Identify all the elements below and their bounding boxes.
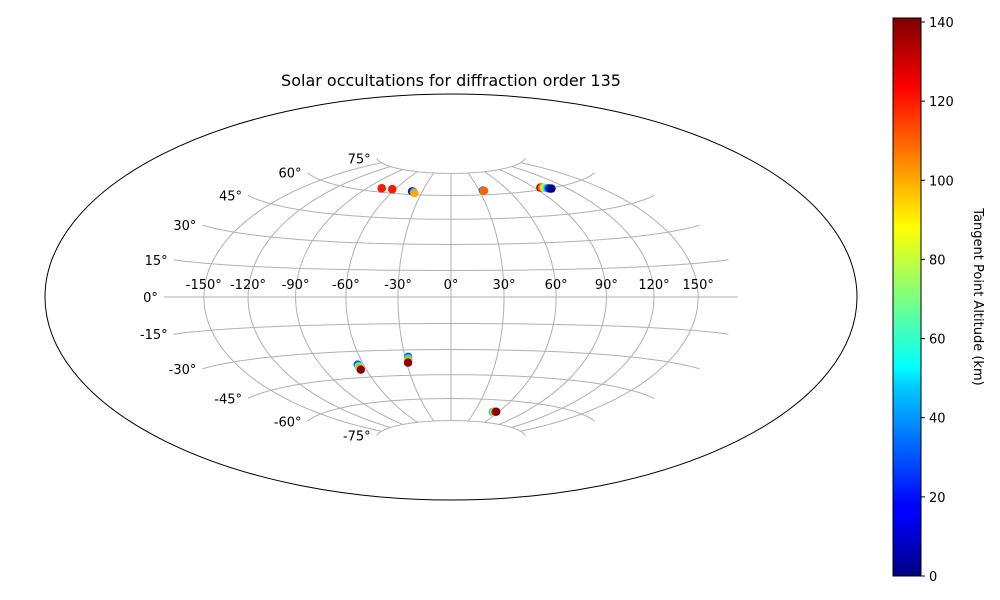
latitude-tick-label: 75° (348, 152, 371, 167)
latitude-tick-label: 45° (219, 190, 242, 205)
occultation-point (492, 407, 501, 416)
occultation-point (377, 184, 386, 193)
parallel-gridline (202, 224, 700, 245)
colorbar-tick-label: 0 (929, 570, 937, 585)
latitude-tick-label: 0° (143, 291, 158, 306)
colorbar-ticks: 0 20 40 60 80 100 120 140 (921, 16, 954, 585)
longitude-tick-label: 120° (638, 278, 669, 293)
occultation-points (353, 183, 556, 417)
parallel-gridline (307, 172, 595, 196)
longitude-tick-label: 150° (683, 278, 714, 293)
latitude-tick-label: -60° (274, 415, 302, 430)
colorbar-tick-label: 120 (929, 95, 954, 110)
parallel-gridline (376, 158, 526, 174)
colorbar: 0 20 40 60 80 100 120 140 Tangent Point Altitud… (892, 16, 985, 585)
chart-title: Solar occultations for diffraction order… (281, 71, 621, 90)
colorbar-label: Tangent Point Altitude (km) (970, 207, 985, 385)
latitude-tick-label: 15° (145, 254, 168, 269)
occultation-point (403, 358, 413, 367)
latitude-tick-label: -30° (169, 363, 197, 378)
latitude-tick-label: -15° (140, 328, 168, 343)
longitude-tick-label: -90° (282, 278, 310, 293)
latitude-tick-label: 60° (278, 167, 301, 182)
longitude-tick-label: 60° (545, 278, 568, 293)
longitude-tick-label: -60° (332, 278, 360, 293)
occultation-point (356, 365, 365, 374)
colorbar-tick-label: 80 (929, 253, 946, 268)
colorbar-tick-label: 140 (929, 16, 954, 31)
latitude-tick-label: -75° (343, 430, 371, 445)
occultation-point (479, 186, 489, 195)
longitude-tick-labels: -150° -120° -90° -60° -30° 0° 30° 60° 90° 120° 150… (186, 278, 714, 293)
longitude-tick-label: -30° (384, 278, 412, 293)
parallel-gridline (376, 420, 526, 436)
parallel-gridline (202, 349, 700, 370)
latitude-tick-label: -45° (214, 393, 242, 408)
longitude-tick-label: -150° (186, 278, 222, 293)
occultation-point (388, 184, 397, 194)
map-boundary (44, 93, 858, 501)
longitude-tick-label: 30° (492, 278, 515, 293)
parallel-gridline (307, 398, 595, 422)
parallel-gridline (247, 195, 655, 220)
latitude-tick-labels: 75° 60° 45° 30° 15° 0° -15° -30° -45° -60° -75° (140, 152, 371, 444)
colorbar-gradient (892, 17, 922, 577)
colorbar-tick-label: 100 (929, 174, 954, 189)
longitude-tick-label: 0° (444, 278, 459, 293)
latitude-tick-label: 30° (173, 219, 196, 234)
longitude-tick-label: 90° (595, 278, 618, 293)
colorbar-tick-label: 40 (929, 412, 946, 427)
occultation-point (547, 184, 556, 193)
longitude-tick-label: -120° (230, 278, 266, 293)
map-gridlines (44, 93, 858, 501)
colorbar-tick-label: 60 (929, 333, 946, 348)
parallel-gridline (173, 259, 729, 271)
occultation-point (410, 188, 419, 198)
parallel-gridline (247, 374, 655, 399)
colorbar-tick-label: 20 (929, 491, 946, 506)
parallel-gridline (173, 323, 729, 335)
